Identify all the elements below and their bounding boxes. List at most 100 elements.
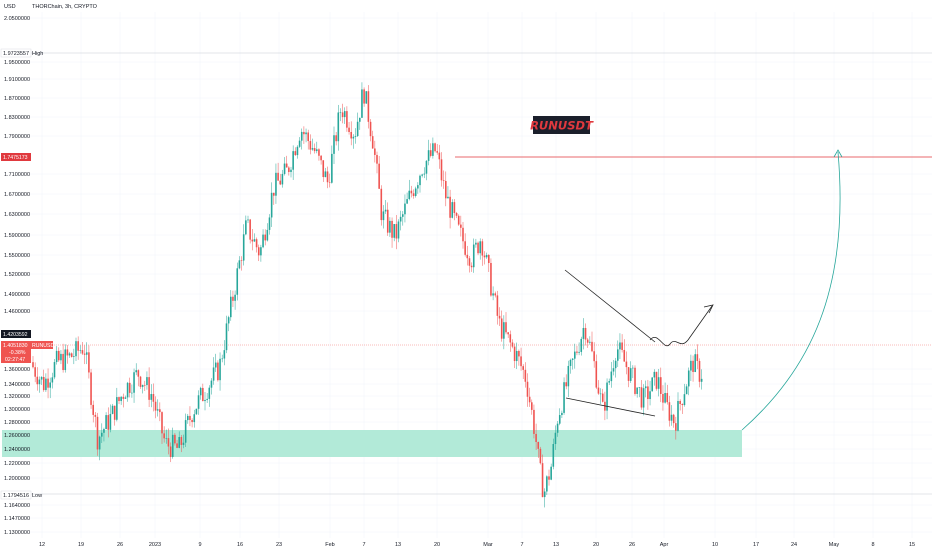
candle-body: [470, 265, 473, 268]
candle-body: [109, 413, 112, 430]
candle-body: [354, 135, 357, 137]
candle-body: [217, 362, 219, 381]
candle-body: [64, 349, 67, 371]
candle-body: [395, 224, 398, 239]
candle-body: [696, 354, 699, 362]
candle-body: [417, 185, 419, 189]
candle-body: [348, 127, 350, 133]
high-price-value: 1.9723557: [3, 51, 29, 57]
x-tick-label: 13: [395, 542, 401, 548]
candles: [32, 82, 703, 508]
candle-body: [337, 112, 340, 142]
x-tick-label: 19: [78, 542, 84, 548]
symbol-tag-box: [31, 341, 53, 349]
candle-body: [221, 358, 223, 360]
candle-body: [79, 350, 82, 351]
candle-body: [38, 379, 41, 385]
candle-body: [103, 429, 105, 433]
x-tick-label: 2023: [149, 542, 161, 548]
candle-body: [270, 192, 273, 218]
candle-body: [107, 415, 110, 430]
candle-body: [419, 175, 421, 186]
candle-body: [193, 414, 196, 423]
candle-body: [649, 391, 651, 400]
candle-body: [582, 327, 585, 339]
candle-body: [507, 332, 509, 335]
candle-body: [526, 381, 529, 397]
currency-label: USD: [4, 4, 16, 10]
candle-body: [260, 247, 262, 256]
candle-body: [75, 341, 77, 357]
target-curve-arrow: [741, 151, 841, 431]
candle-body: [606, 382, 608, 411]
candle-body: [660, 377, 662, 394]
candle-body: [322, 160, 325, 178]
candle-body: [623, 349, 626, 362]
symbol-title: THORChain, 3h, CRYPTO: [32, 4, 98, 10]
candle-body: [232, 296, 234, 301]
candle-body: [116, 397, 118, 420]
resistance-price-value: 1.7475173: [3, 155, 28, 161]
candle-body: [120, 396, 122, 402]
candle-body: [406, 199, 408, 204]
y-tick-label: 1.6300000: [4, 212, 30, 218]
candle-body: [617, 349, 619, 361]
candle-body: [694, 354, 696, 372]
candle-body: [488, 254, 490, 263]
candle-body: [225, 323, 228, 351]
candle-body: [384, 209, 387, 212]
candle-body: [137, 370, 140, 377]
candle-body: [294, 151, 297, 156]
current-change: -0.38%: [9, 350, 26, 356]
candle-body: [240, 260, 243, 261]
candle-body: [273, 192, 275, 196]
candle-body: [642, 388, 645, 408]
candle-body: [608, 381, 610, 383]
candle-body: [197, 395, 200, 409]
candle-body: [113, 405, 116, 420]
candle-body: [51, 377, 54, 383]
candle-body: [425, 160, 428, 174]
candle-body: [309, 141, 312, 150]
candle-body: [152, 394, 155, 402]
annotation-text: RUNUSDT: [530, 119, 594, 133]
candle-body: [382, 211, 385, 221]
candle-body: [662, 393, 664, 403]
candle-body: [539, 448, 542, 464]
candle-body: [356, 121, 359, 136]
candle-body: [574, 351, 576, 359]
candle-body: [453, 202, 456, 214]
candle-body: [690, 360, 692, 371]
candle-body: [500, 318, 503, 339]
candle-body: [498, 315, 501, 319]
candle-body: [634, 367, 636, 394]
candle-body: [320, 155, 322, 161]
candle-body: [191, 419, 193, 423]
candle-body: [111, 405, 114, 414]
triangle-upper-trendline: [564, 269, 656, 343]
candle-body: [374, 148, 376, 155]
candle-body: [477, 242, 479, 254]
candle-body: [62, 353, 64, 371]
candle-body: [524, 369, 527, 382]
candle-body: [335, 135, 337, 142]
projection-wave: [649, 305, 713, 347]
candle-body: [554, 432, 557, 445]
candle-body: [496, 295, 499, 316]
candle-body: [399, 216, 402, 222]
candle-body: [462, 227, 464, 242]
candle-body: [339, 112, 342, 114]
y-tick-label: 1.9100000: [4, 77, 30, 83]
annotation-box: [533, 116, 590, 134]
candle-body: [520, 356, 522, 367]
candle-body: [247, 219, 249, 221]
candle-body: [515, 350, 518, 362]
candle-body: [386, 209, 389, 233]
low-label: Low: [32, 493, 42, 499]
symbol-tag: RUNUSD: [32, 343, 54, 349]
candle-body: [414, 188, 417, 196]
candle-body: [223, 350, 226, 359]
candle-body: [178, 436, 180, 448]
candle-body: [90, 372, 92, 405]
